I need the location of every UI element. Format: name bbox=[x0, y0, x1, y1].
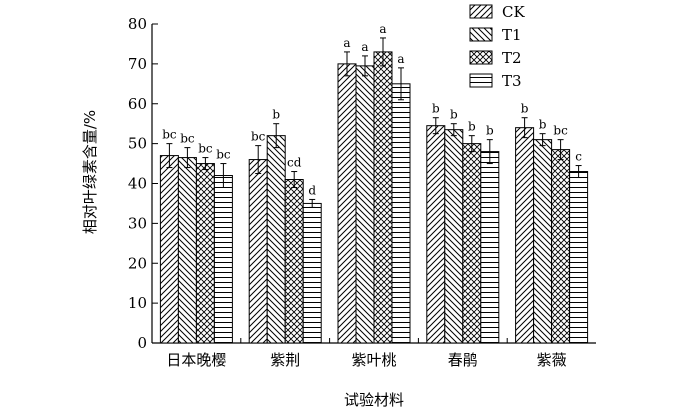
x-axis-title: 试验材料 bbox=[344, 391, 404, 409]
bar-t1 bbox=[444, 129, 464, 344]
significance-label: d bbox=[308, 183, 316, 197]
significance-label: cd bbox=[287, 156, 302, 170]
y-tick-label: 30 bbox=[128, 214, 147, 232]
y-tick-label: 60 bbox=[128, 95, 147, 113]
significance-label: b bbox=[521, 102, 529, 116]
bar-ck bbox=[426, 125, 446, 344]
y-tick-label: 10 bbox=[128, 294, 147, 312]
significance-label: a bbox=[379, 22, 386, 36]
significance-label: b bbox=[272, 108, 280, 122]
axes: 0 10 20 30 40 50 60 70 80 日本晚樱 紫荆 紫叶桃 春鹃 紫薇 bbox=[128, 15, 596, 369]
significance-label: b bbox=[539, 118, 547, 132]
significance-label: a bbox=[361, 40, 368, 54]
bar-t1 bbox=[355, 65, 375, 344]
bar-ck bbox=[337, 63, 357, 344]
y-tick-label: 80 bbox=[128, 15, 147, 33]
significance-label: b bbox=[486, 124, 494, 138]
y-tick-label: 0 bbox=[137, 334, 147, 352]
x-tick-label: 春鹃 bbox=[448, 351, 478, 369]
y-tick-label: 70 bbox=[128, 55, 147, 73]
bar-ck bbox=[515, 127, 535, 344]
bar-t1 bbox=[533, 139, 553, 344]
legend-label: T2 bbox=[502, 49, 522, 67]
bar-t2 bbox=[284, 179, 304, 344]
legend-label: T1 bbox=[502, 26, 522, 44]
legend-label: T3 bbox=[502, 72, 522, 90]
significance-label: c bbox=[575, 150, 582, 164]
legend-swatch-ck bbox=[469, 4, 493, 19]
significance-label: bc bbox=[216, 148, 231, 162]
bar-t3 bbox=[480, 151, 500, 344]
significance-label: bc bbox=[198, 142, 213, 156]
y-tick-label: 20 bbox=[128, 254, 147, 272]
significance-label: b bbox=[432, 102, 440, 116]
legend-swatch-t2 bbox=[469, 50, 493, 65]
y-tick-label: 50 bbox=[128, 135, 147, 153]
bar-t1 bbox=[266, 135, 286, 344]
bar-t2 bbox=[373, 51, 393, 344]
significance-label: bc bbox=[553, 124, 568, 138]
legend-swatch-t3 bbox=[469, 73, 493, 88]
bar-t3 bbox=[302, 202, 322, 344]
significance-label: bc bbox=[180, 132, 195, 146]
significance-label: bc bbox=[162, 128, 177, 142]
x-tick-label: 日本晚樱 bbox=[166, 351, 226, 369]
significance-label: a bbox=[397, 52, 404, 66]
legend: CK T1 T2 T3 bbox=[469, 3, 525, 90]
legend-swatch-t1 bbox=[469, 27, 493, 42]
bar-ck bbox=[159, 155, 179, 344]
bar-t1 bbox=[177, 157, 197, 344]
bar-t2 bbox=[462, 143, 482, 344]
bar-t3 bbox=[213, 175, 233, 344]
y-tick-label: 40 bbox=[128, 175, 147, 193]
bar-t3 bbox=[391, 83, 411, 344]
legend-label: CK bbox=[502, 3, 525, 21]
bar-t3 bbox=[569, 171, 589, 344]
x-tick-label: 紫叶桃 bbox=[351, 351, 396, 369]
bar-ck bbox=[248, 159, 268, 344]
y-axis-title: 相对叶绿素含量/% bbox=[81, 110, 99, 234]
x-tick-label: 紫荆 bbox=[270, 351, 300, 369]
x-tick-label: 紫薇 bbox=[537, 351, 567, 369]
significance-label: a bbox=[343, 36, 350, 50]
significance-label: b bbox=[450, 108, 458, 122]
significance-label: b bbox=[468, 120, 476, 134]
bar-t2 bbox=[551, 149, 571, 344]
bar-t2 bbox=[195, 163, 215, 344]
significance-label: bc bbox=[251, 130, 266, 144]
